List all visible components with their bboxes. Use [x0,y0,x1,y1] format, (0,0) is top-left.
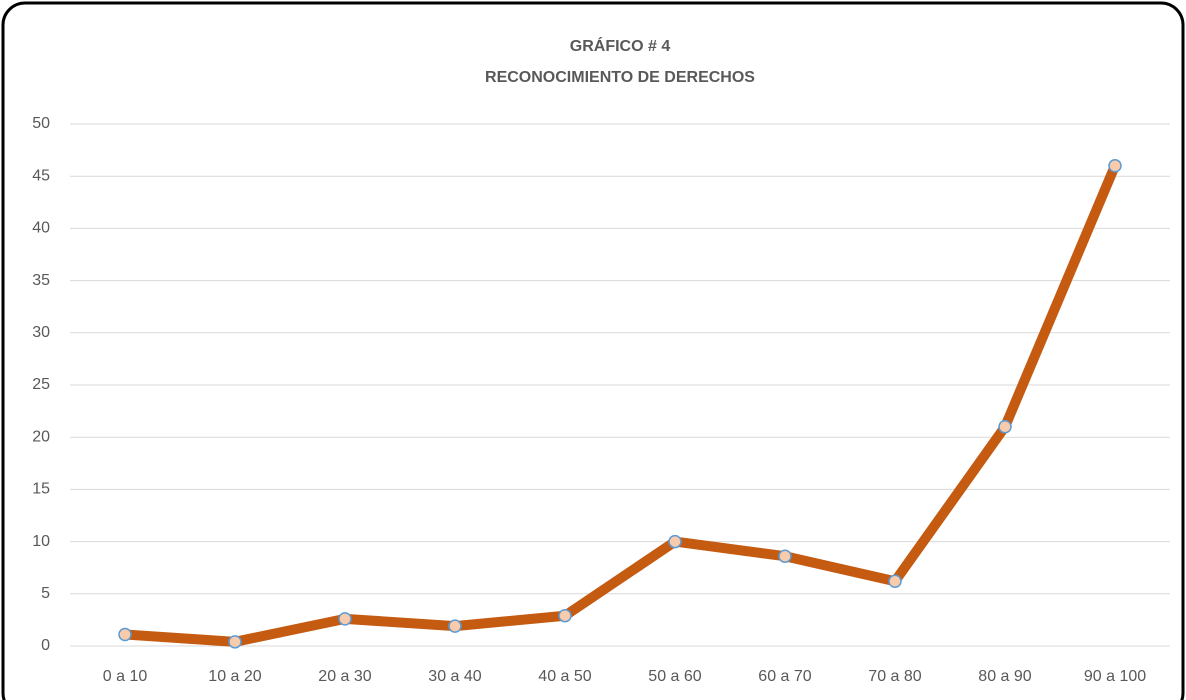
x-tick-label: 0 a 10 [103,668,148,685]
y-tick-label: 35 [32,272,50,289]
y-tick-label: 15 [32,481,50,498]
y-tick-label: 20 [32,428,50,445]
marker [668,534,682,549]
marker [338,612,352,626]
chart-title: GRÁFICO # 4 [570,36,671,55]
x-tick-label: 30 a 40 [428,668,481,685]
y-tick-label: 50 [32,115,50,132]
marker [778,549,792,563]
y-tick-label: 10 [32,533,50,550]
y-tick-label: 30 [32,324,50,341]
x-tick-label: 40 a 50 [538,668,591,685]
x-tick-label: 50 a 60 [648,668,701,685]
y-tick-label: 25 [32,376,50,393]
marker [448,619,462,633]
marker [888,574,902,589]
marker [998,420,1012,434]
y-tick-label: 45 [32,167,50,184]
chart-subtitle: RECONOCIMIENTO DE DERECHOS [485,69,755,86]
x-tick-label: 20 a 30 [318,668,371,685]
x-tick-label: 60 a 70 [758,668,811,685]
marker [228,635,242,649]
y-tick-label: 5 [41,585,50,602]
y-tick-label: 40 [32,220,50,237]
marker [1108,159,1122,173]
marker [118,627,132,642]
x-tick-label: 70 a 80 [868,668,921,685]
x-tick-label: 10 a 20 [208,668,261,685]
x-tick-label: 80 a 90 [978,668,1031,685]
line [124,163,1120,647]
x-tick-label: 90 a 100 [1084,668,1146,685]
marker [558,608,572,623]
y-tick-label: 0 [41,637,50,654]
